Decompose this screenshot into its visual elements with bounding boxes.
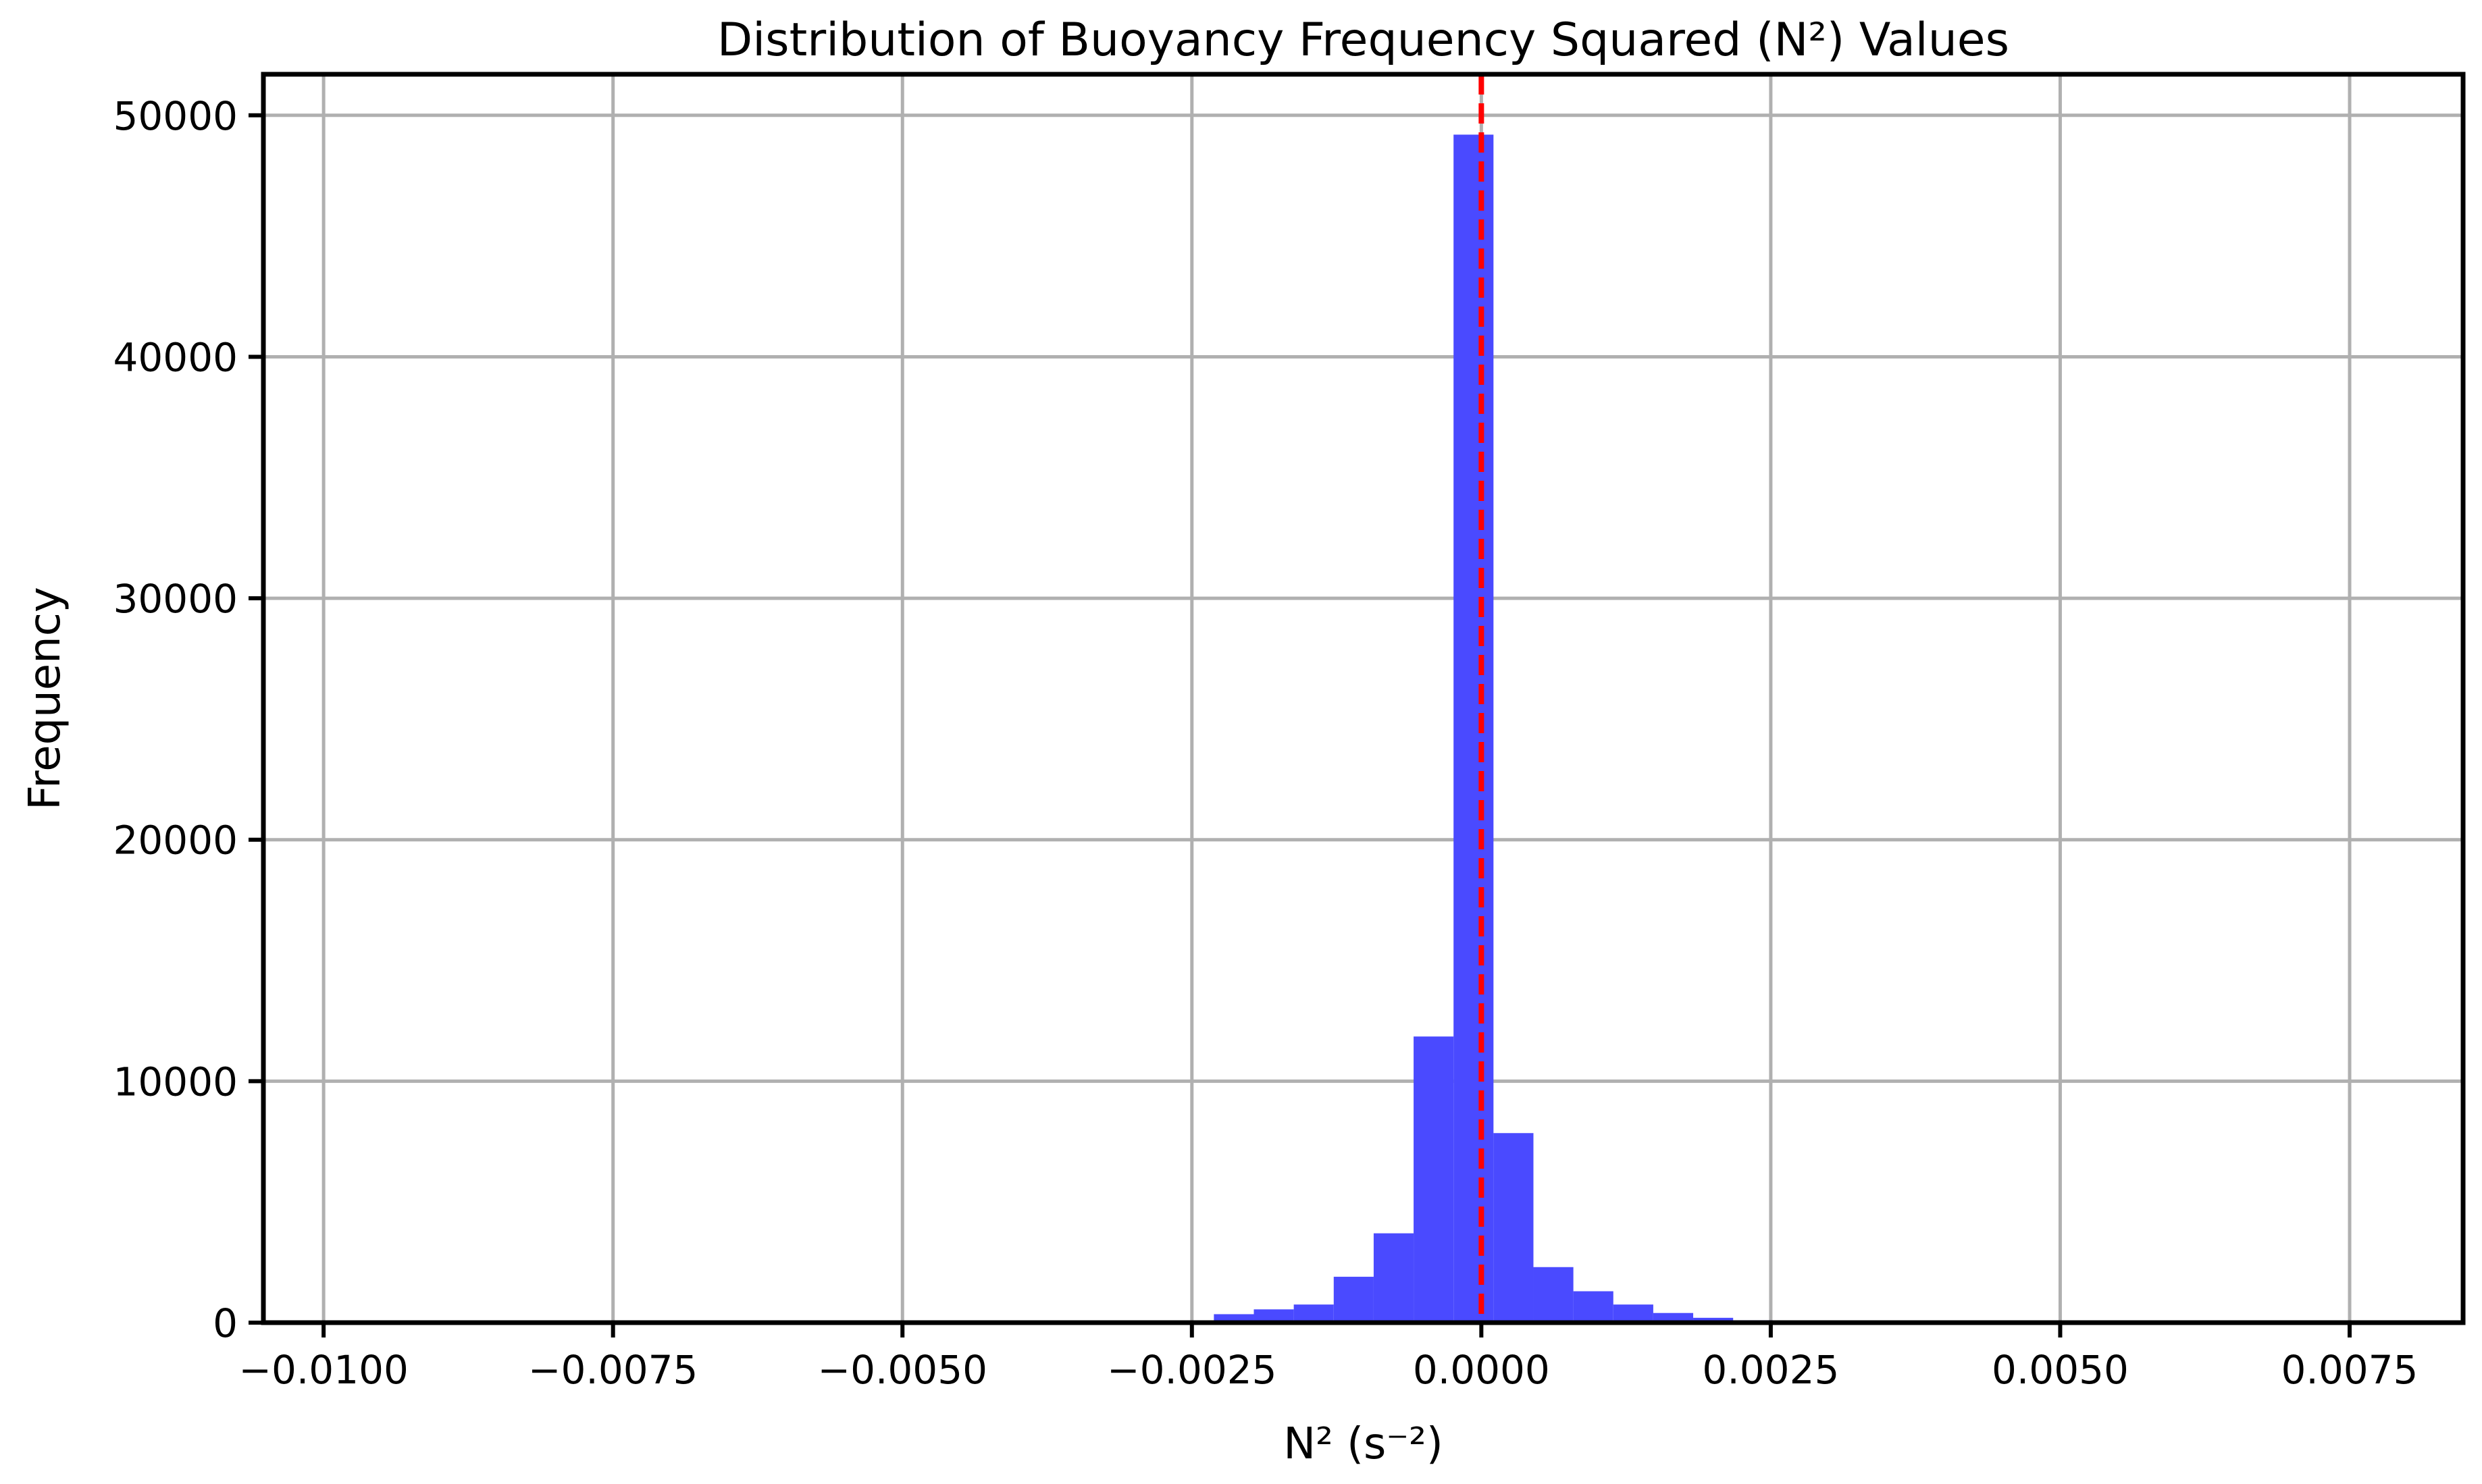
y-tick-label: 30000	[113, 576, 238, 622]
x-tick-label: −0.0050	[817, 1347, 987, 1393]
y-axis-label: Frequency	[20, 587, 70, 810]
x-tick-label: −0.0075	[528, 1347, 698, 1393]
x-tick-label: 0.0050	[1992, 1347, 2129, 1393]
histogram-bar	[1693, 1317, 1734, 1323]
y-tick-label: 40000	[113, 334, 238, 380]
y-tick-label: 50000	[113, 93, 238, 139]
histogram-bar	[1414, 1036, 1454, 1323]
histogram-bar	[1333, 1277, 1374, 1323]
x-tick-label: 0.0000	[1413, 1347, 1550, 1393]
histogram-bar	[1293, 1304, 1334, 1323]
x-tick-label: −0.0100	[238, 1347, 409, 1393]
x-tick-label: −0.0025	[1107, 1347, 1277, 1393]
histogram-bar	[1573, 1291, 1613, 1323]
y-tick-label: 0	[213, 1300, 238, 1346]
histogram-bar	[1373, 1233, 1414, 1323]
x-tick-label: 0.0075	[2281, 1347, 2419, 1393]
histogram-bar	[1493, 1133, 1534, 1323]
x-tick-label: 0.0025	[1702, 1347, 1839, 1393]
histogram-bar	[1533, 1267, 1574, 1323]
histogram-bar	[1453, 134, 1494, 1323]
chart-title: Distribution of Buoyancy Frequency Squar…	[717, 14, 2009, 67]
y-tick-label: 20000	[113, 818, 238, 864]
histogram-bar	[1253, 1309, 1294, 1323]
plot-area-frame	[261, 72, 2466, 1325]
y-tick-label: 10000	[113, 1059, 238, 1105]
x-axis-label: N² (s⁻²)	[1283, 1419, 1443, 1469]
histogram-bar	[1653, 1313, 1694, 1323]
histogram-bar	[1613, 1304, 1653, 1323]
